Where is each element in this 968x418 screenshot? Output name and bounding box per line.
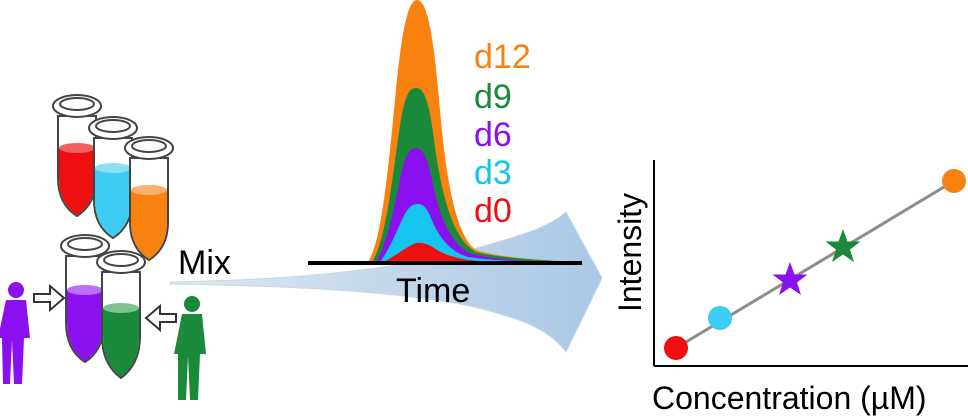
peak-d0 <box>384 242 520 262</box>
legend-d12: d12 <box>474 38 531 76</box>
flow-arrow <box>169 211 603 353</box>
point-d6 <box>772 262 808 295</box>
calibration-plot <box>653 160 968 367</box>
legend-d9: d9 <box>474 78 512 116</box>
y-axis-label: Intensity <box>612 192 648 312</box>
legend-d0: d0 <box>474 192 512 230</box>
arrow-left-icon <box>144 303 177 333</box>
chromatogram <box>308 0 582 265</box>
point-d3 <box>708 306 732 330</box>
mix-label: Mix <box>178 244 231 282</box>
legend-d3: d3 <box>474 154 512 192</box>
tube-purple <box>60 234 110 364</box>
point-d0 <box>664 336 688 360</box>
point-d12 <box>942 169 966 193</box>
person-green-icon <box>174 296 206 400</box>
legend-d6: d6 <box>474 116 512 154</box>
person-purple-icon <box>0 282 30 384</box>
tube-red <box>52 94 102 218</box>
tube-cyan <box>88 116 138 240</box>
tube-green <box>96 250 146 380</box>
tube-orange <box>124 136 174 262</box>
sample-tubes <box>52 94 174 380</box>
time-axis-label: Time <box>396 272 471 310</box>
arrow-right-icon <box>33 283 66 313</box>
point-d9 <box>825 229 861 262</box>
x-axis-label: Concentration (µM) <box>652 380 927 416</box>
